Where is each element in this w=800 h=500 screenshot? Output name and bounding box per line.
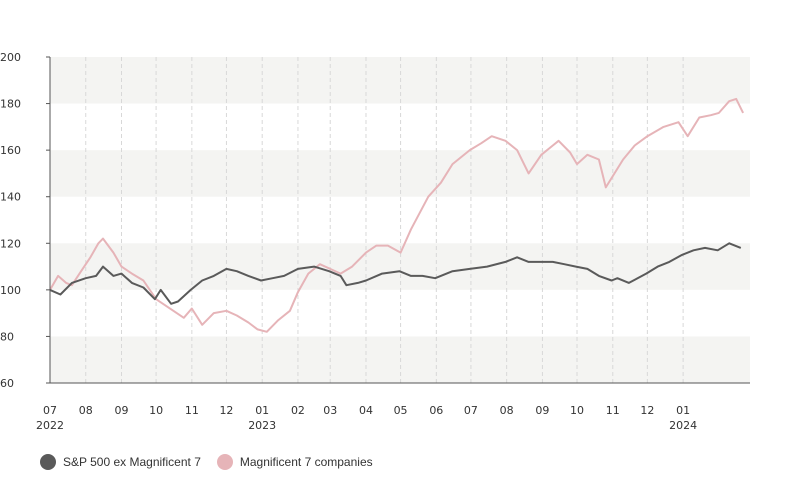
grid-band [50, 336, 750, 383]
axes [49, 57, 750, 384]
legend-label: Magnificent 7 companies [239, 455, 373, 469]
x-tick-label: 10 [570, 404, 584, 417]
x-tick-label: 10 [149, 404, 163, 417]
x-tick-label: 09 [114, 404, 128, 417]
background-bands [50, 57, 750, 383]
legend-item-mag7[interactable]: Magnificent 7 companies [216, 454, 373, 470]
x-tick-label: 05 [394, 404, 408, 417]
y-tick-label: 120 [0, 237, 21, 250]
legend-label: S&P 500 ex Magnificent 7 [63, 455, 201, 469]
y-tick-label: 160 [0, 144, 21, 157]
grid-band [50, 57, 750, 104]
x-tick-label: 01 [255, 404, 269, 417]
y-tick-label: 200 [0, 51, 21, 64]
x-tick-label: 01 [676, 404, 690, 417]
vertical-gridlines [85, 57, 684, 383]
x-tick-label: 11 [185, 404, 199, 417]
x-tick-label: 06 [429, 404, 443, 417]
grid-band [50, 243, 750, 290]
x-tick-year-label: 2022 [36, 419, 64, 432]
y-tick-label: 140 [0, 191, 21, 204]
y-tick-label: 180 [0, 98, 21, 111]
x-tick-label: 09 [535, 404, 549, 417]
x-tick-label: 02 [291, 404, 305, 417]
x-tick-year-label: 2023 [248, 419, 276, 432]
y-tick-label: 100 [0, 284, 21, 297]
x-tick-label: 08 [79, 404, 93, 417]
legend-swatch-sp500-ex-mag7 [40, 454, 56, 470]
x-tick-label: 08 [500, 404, 514, 417]
x-tick-label: 12 [640, 404, 654, 417]
x-tick-label: 04 [359, 404, 373, 417]
y-tick-label: 80 [0, 330, 14, 343]
x-tick-label: 03 [323, 404, 337, 417]
x-tick-labels: 07 2022 08 09 10 11 12 01 2023 02 03 04 05 06 07 08 09 10… [36, 404, 697, 432]
x-tick-label: 12 [219, 404, 233, 417]
legend: S&P 500 ex Magnificent 7 Magnificent 7 c… [40, 454, 389, 470]
y-tick-label: 60 [0, 377, 14, 390]
x-tick-label: 11 [606, 404, 620, 417]
y-tick-labels: 60 80 100 120 140 160 180 200 [0, 51, 50, 390]
series-line-mag7 [49, 97, 744, 333]
legend-swatch-mag7 [216, 454, 233, 470]
legend-item-sp500-ex-mag7[interactable]: S&P 500 ex Magnificent 7 [40, 454, 201, 470]
grid-band [50, 150, 750, 197]
x-tick-year-label: 2024 [669, 419, 697, 432]
x-tick-label: 07 [464, 404, 478, 417]
series-lines [49, 97, 744, 333]
series-line-sp500-ex-mag7 [49, 242, 742, 305]
x-tick-label: 07 [43, 404, 57, 417]
